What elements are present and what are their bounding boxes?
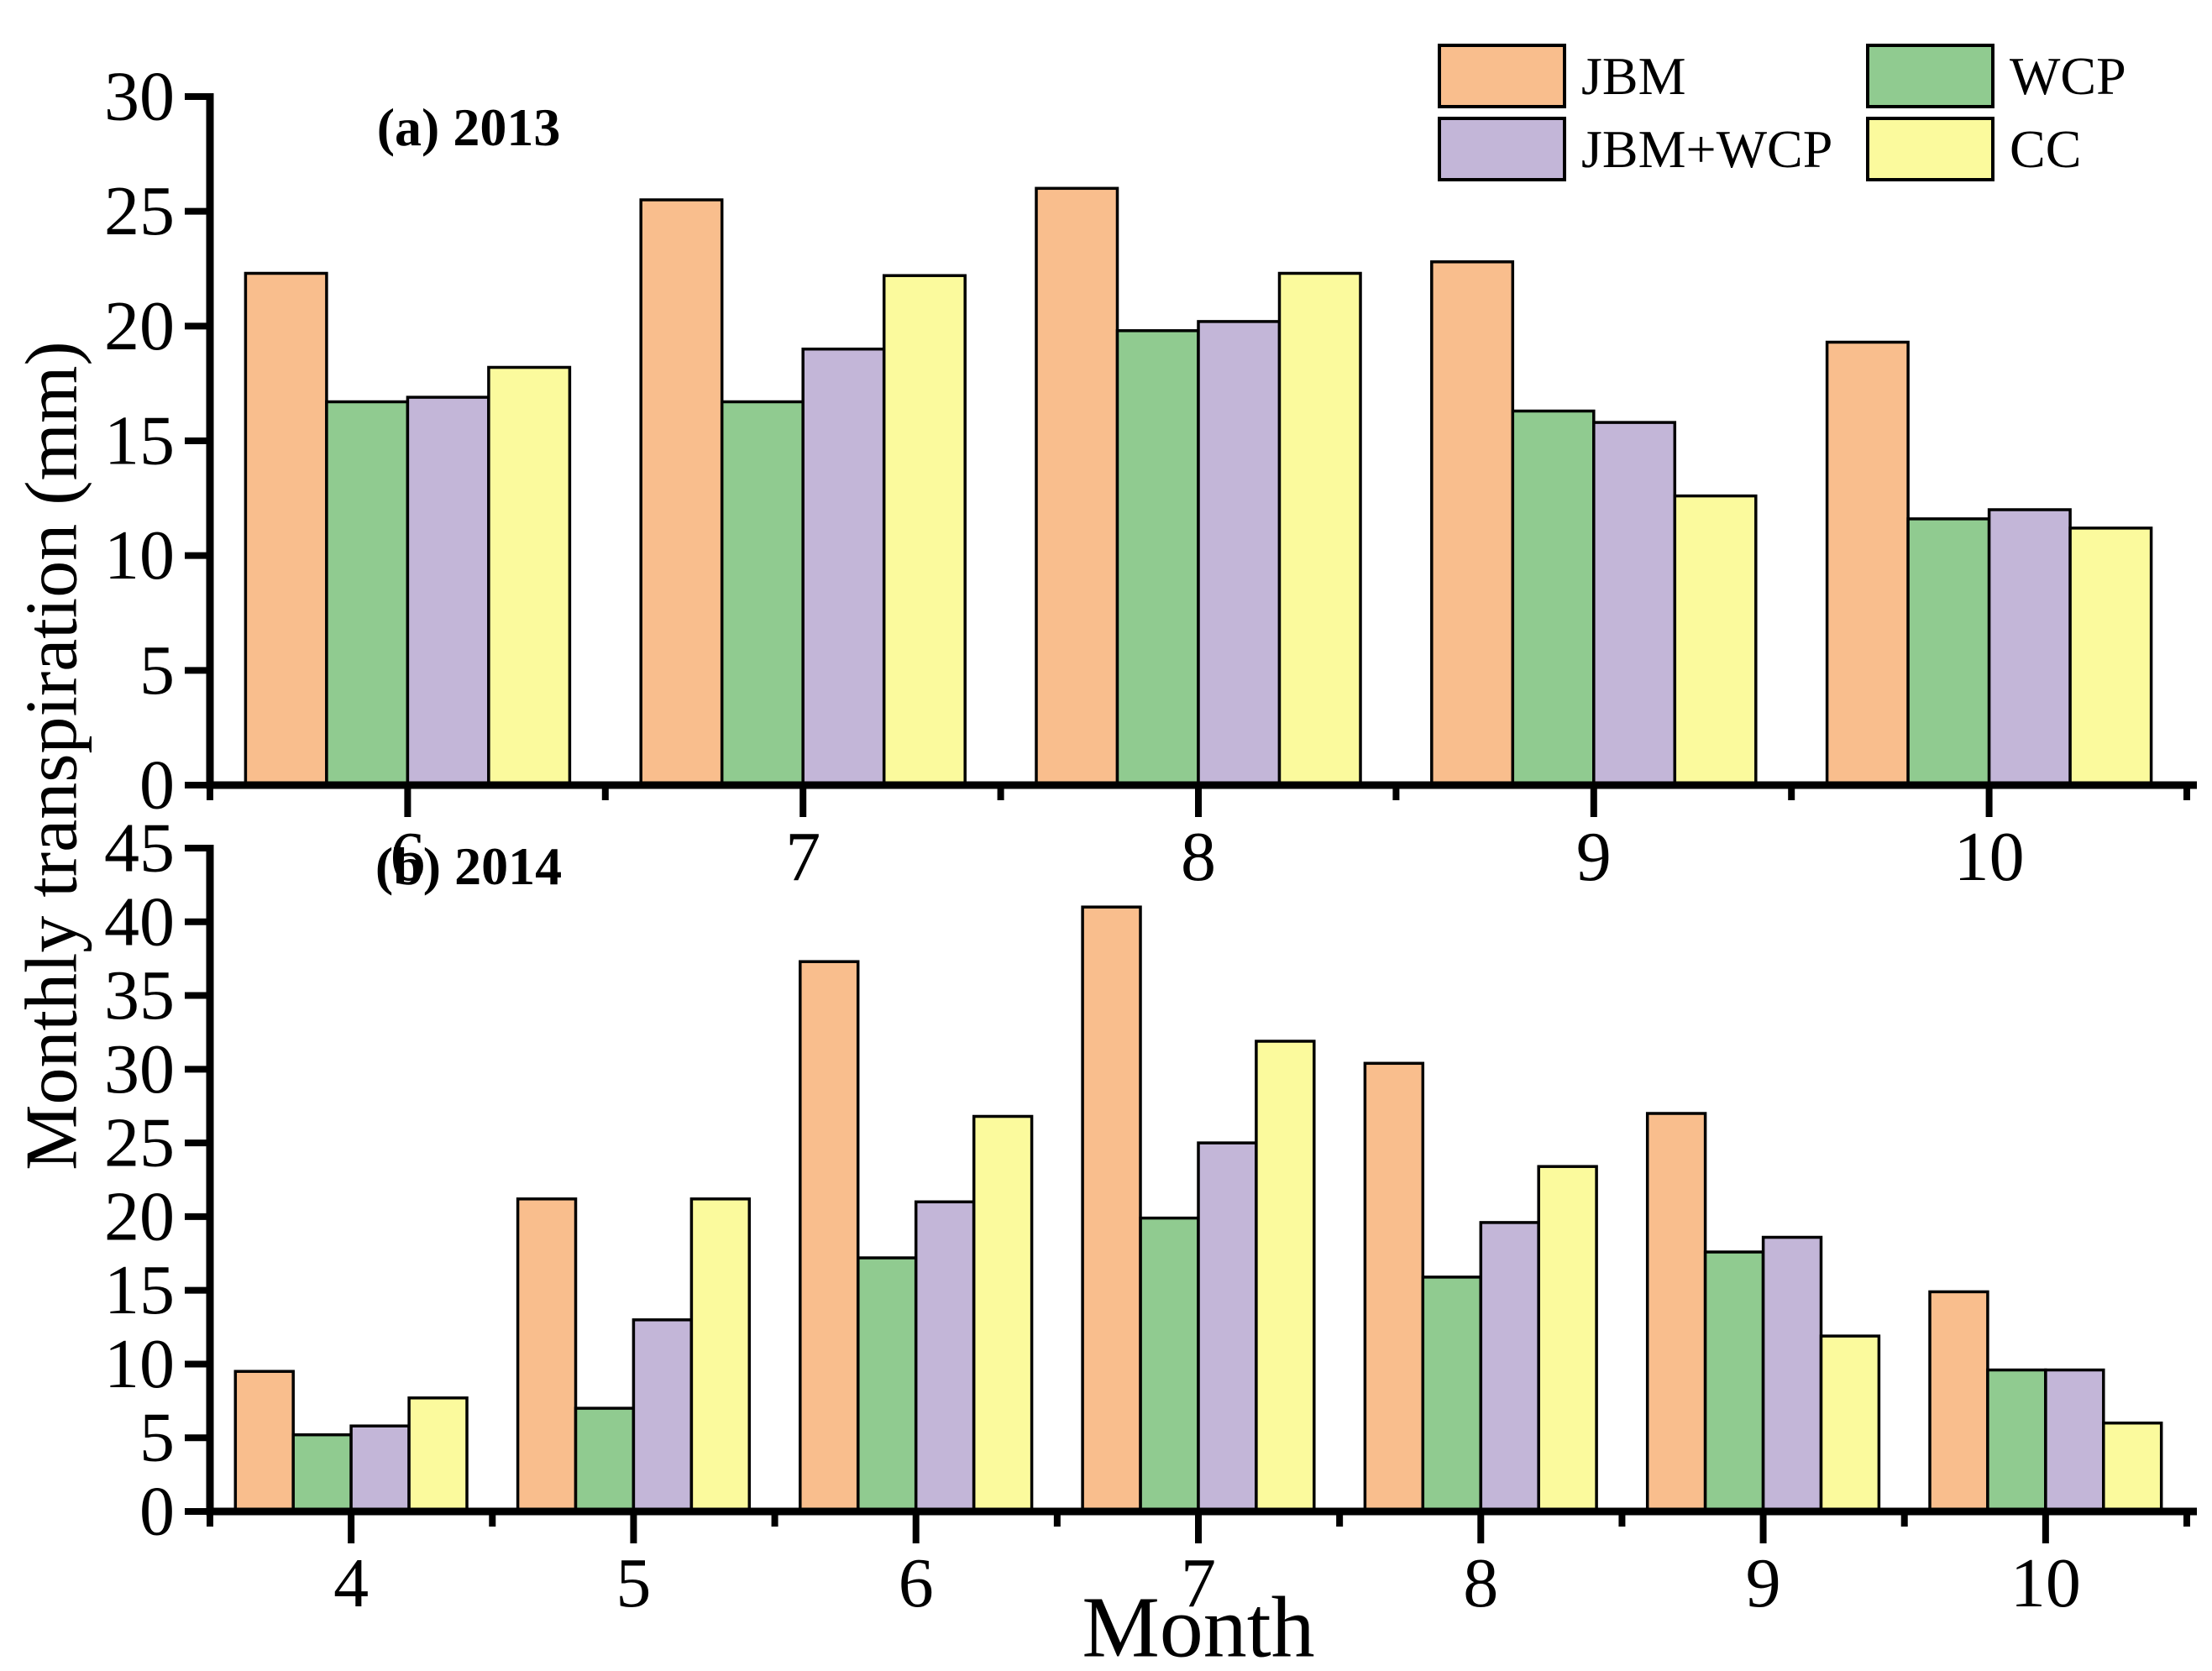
x-tick-label: 6 [390,818,425,896]
legend-item-jbm: JBM [1438,44,1686,108]
bar-2014-m7-JBM+WCP [1197,1141,1258,1513]
legend-label: JBM [1581,45,1686,106]
panel-b-title: (b) 2014 [375,836,563,896]
bar-2014-m10-JBM [1928,1290,1989,1513]
y-tick-label: 0 [139,1473,175,1551]
y-tick-label: 15 [104,402,175,480]
y-tick-label: 10 [104,516,175,595]
bar-2014-m6-JBM [799,960,860,1513]
bar-2013-m6-WCP [325,400,410,787]
bar-2014-m7-JBM [1081,905,1142,1513]
x-tick-label: 6 [899,1544,934,1622]
y-tick-label: 35 [104,956,175,1035]
legend-item-jbm-wcp: JBM+WCP [1438,117,1832,181]
bar-2013-m6-JBM [244,271,328,787]
bar-2014-m6-CC [972,1114,1034,1513]
y-tick-label: 10 [104,1325,175,1403]
bar-2013-m10-CC [2068,526,2153,787]
y-tick-label: 20 [104,287,175,365]
y-tick-label: 25 [104,172,175,250]
x-tick-label: 9 [1746,1544,1781,1622]
legend-item-wcp: WCP [1866,44,2126,108]
x-tick-label: 10 [1954,818,2025,896]
x-tick-label: 10 [2010,1544,2081,1622]
bar-2013-m7-CC [882,274,967,787]
bar-2013-m10-WCP [1906,517,1991,787]
bar-2014-m10-WCP [1986,1368,2047,1513]
y-tick-label: 15 [104,1251,175,1329]
legend-label: JBM+WCP [1581,118,1833,179]
x-tick-label: 5 [616,1544,651,1622]
bar-2014-m8-JBM+WCP [1479,1221,1540,1513]
legend-label: CC [2010,118,2082,179]
legend-swatch-icon [1866,117,1994,181]
y-tick-label: 20 [104,1177,175,1255]
x-axis-label: Month [1082,1579,1315,1671]
x-tick-label: 4 [333,1544,369,1622]
bar-2014-m5-JBM [516,1197,578,1513]
bar-2014-m10-CC [2102,1421,2163,1513]
y-tick-label: 5 [139,1399,175,1477]
x-tick-label: 8 [1463,1544,1498,1622]
legend-swatch-icon [1866,44,1994,108]
bar-2013-m8-WCP [1115,329,1200,787]
x-tick-label: 7 [785,818,820,896]
y-tick-label: 40 [104,883,175,961]
bar-2013-m10-JBM+WCP [1987,508,2072,787]
bar-2014-m8-CC [1537,1165,1598,1513]
bar-2014-m5-CC [689,1197,752,1513]
bar-2013-m6-CC [487,365,572,787]
legend-swatch-icon [1438,44,1566,108]
bar-2014-m9-CC [1819,1334,1881,1513]
bar-2013-m10-JBM [1825,340,1910,787]
x-tick-label: 8 [1181,818,1216,896]
bar-2014-m9-JBM [1645,1112,1707,1513]
bar-2014-m10-JBM+WCP [2044,1368,2105,1513]
y-tick-label: 5 [139,631,175,710]
bar-2013-m9-WCP [1511,409,1596,787]
x-tick-label: 7 [1181,1544,1216,1622]
panel-a-title: (a) 2013 [376,97,561,157]
bar-2014-m4-JBM+WCP [349,1424,411,1513]
bar-2013-m6-JBM+WCP [406,395,490,787]
y-tick-label: 0 [139,746,175,825]
bar-2014-m7-CC [1255,1040,1316,1513]
y-tick-label: 25 [104,1104,175,1182]
y-tick-label: 30 [104,58,175,136]
y-tick-label: 30 [104,1030,175,1108]
legend-swatch-icon [1438,117,1566,181]
bar-2013-m9-CC [1673,494,1758,787]
y-tick-label: 45 [104,809,175,888]
bar-2013-m7-WCP [720,400,805,787]
legend-item-cc: CC [1866,117,2081,181]
bar-2014-m9-WCP [1703,1250,1765,1513]
bar-2013-m8-CC [1277,271,1362,787]
legend-label: WCP [2010,45,2126,106]
x-tick-label: 9 [1576,818,1612,896]
